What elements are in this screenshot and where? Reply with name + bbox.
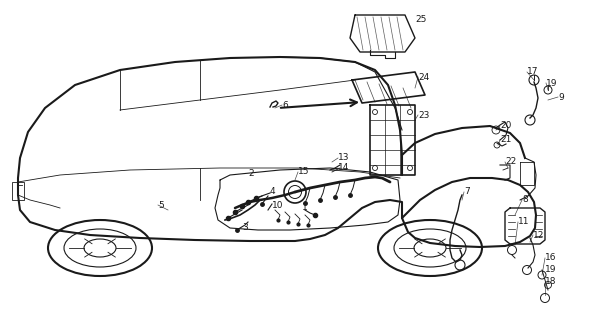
Text: 23: 23 [418, 110, 429, 119]
Text: 5: 5 [158, 201, 164, 210]
Text: 13: 13 [338, 154, 349, 163]
Text: 14: 14 [338, 164, 349, 172]
Text: 19: 19 [546, 78, 558, 87]
Text: 11: 11 [518, 218, 530, 227]
Text: 9: 9 [558, 92, 564, 101]
Text: 2: 2 [248, 169, 254, 178]
Text: 21: 21 [500, 135, 512, 145]
Text: 25: 25 [415, 15, 426, 25]
Bar [12, 182, 24, 200]
Text: 20: 20 [500, 122, 512, 131]
Text: 22: 22 [505, 157, 516, 166]
Text: 6: 6 [282, 100, 288, 109]
Text: 4: 4 [270, 188, 276, 196]
Text: 10: 10 [272, 201, 284, 210]
Text: 15: 15 [298, 167, 309, 177]
Text: 17: 17 [527, 68, 538, 76]
Text: 18: 18 [545, 277, 556, 286]
Text: 3: 3 [242, 223, 248, 233]
Text: 16: 16 [545, 253, 556, 262]
Text: 19: 19 [545, 266, 556, 275]
Text: 1: 1 [302, 204, 307, 212]
Text: 24: 24 [418, 73, 429, 82]
Text: 8: 8 [522, 196, 528, 204]
Text: 7: 7 [464, 188, 470, 196]
Text: 12: 12 [533, 230, 544, 239]
